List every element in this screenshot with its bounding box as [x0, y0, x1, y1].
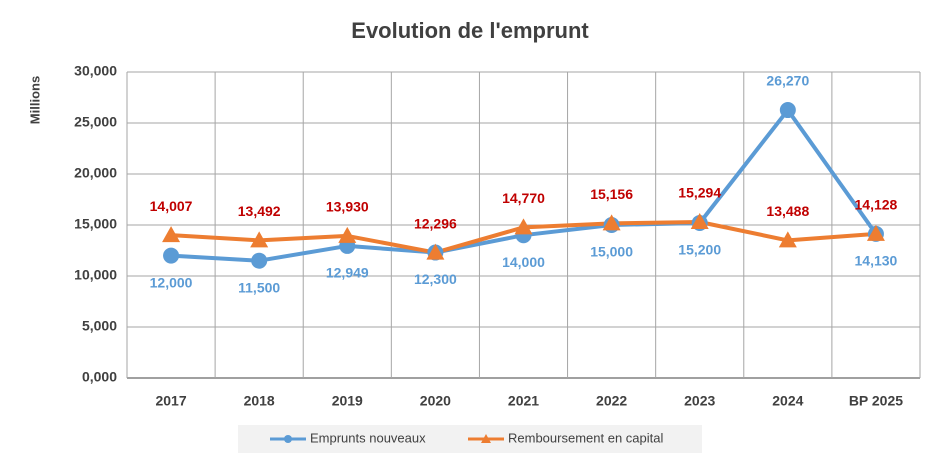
value-label: 14,007	[150, 198, 193, 214]
value-label: 14,000	[502, 254, 545, 270]
y-tick-label: 20,000	[74, 165, 117, 181]
value-label: 13,492	[238, 203, 281, 219]
y-tick-label: 10,000	[74, 267, 117, 283]
value-label: 12,949	[326, 265, 369, 281]
value-label: 11,500	[238, 279, 280, 295]
y-tick-label: 30,000	[74, 63, 117, 79]
value-label: 12,000	[150, 274, 193, 290]
point	[426, 243, 445, 260]
y-tick-label: 5,000	[82, 318, 117, 334]
point	[163, 247, 180, 264]
value-label: 15,200	[678, 242, 721, 258]
point	[162, 226, 181, 243]
value-label: 12,300	[414, 271, 457, 287]
point	[250, 231, 269, 248]
x-tick-label: 2020	[420, 393, 451, 409]
point	[866, 224, 885, 241]
value-label: 26,270	[766, 73, 809, 89]
y-tick-label: 25,000	[74, 114, 117, 130]
x-tick-label: 2021	[508, 393, 539, 409]
point	[690, 213, 709, 230]
value-label: 15,156	[590, 186, 633, 202]
point	[514, 218, 533, 235]
point	[251, 252, 268, 269]
x-tick-label: 2017	[155, 393, 186, 409]
y-tick-label: 0,000	[82, 369, 117, 385]
point	[338, 226, 357, 243]
value-label: 15,294	[678, 185, 721, 201]
value-label: 14,128	[855, 197, 898, 213]
value-label: 12,296	[414, 215, 457, 231]
x-tick-label: 2024	[772, 393, 803, 409]
legend-label: Remboursement en capital	[508, 430, 663, 445]
legend-label: Emprunts nouveaux	[310, 430, 426, 445]
value-label: 15,000	[590, 244, 633, 260]
y-tick-label: 15,000	[74, 216, 117, 232]
point	[602, 214, 621, 231]
x-tick-label: 2023	[684, 393, 715, 409]
point	[779, 102, 796, 119]
value-label: 14,770	[502, 190, 545, 206]
legend-marker	[284, 435, 292, 443]
value-label: 13,930	[326, 199, 369, 215]
x-tick-label: 2018	[244, 393, 275, 409]
point	[778, 231, 797, 248]
chart-title: Evolution de l'emprunt	[351, 18, 589, 43]
x-tick-label: 2019	[332, 393, 363, 409]
x-tick-label: 2022	[596, 393, 627, 409]
legend-marker	[481, 434, 491, 443]
x-tick-label: BP 2025	[849, 393, 903, 409]
y-axis-label: Millions	[27, 76, 42, 124]
value-label: 14,130	[855, 253, 898, 269]
value-label: 13,488	[766, 203, 809, 219]
